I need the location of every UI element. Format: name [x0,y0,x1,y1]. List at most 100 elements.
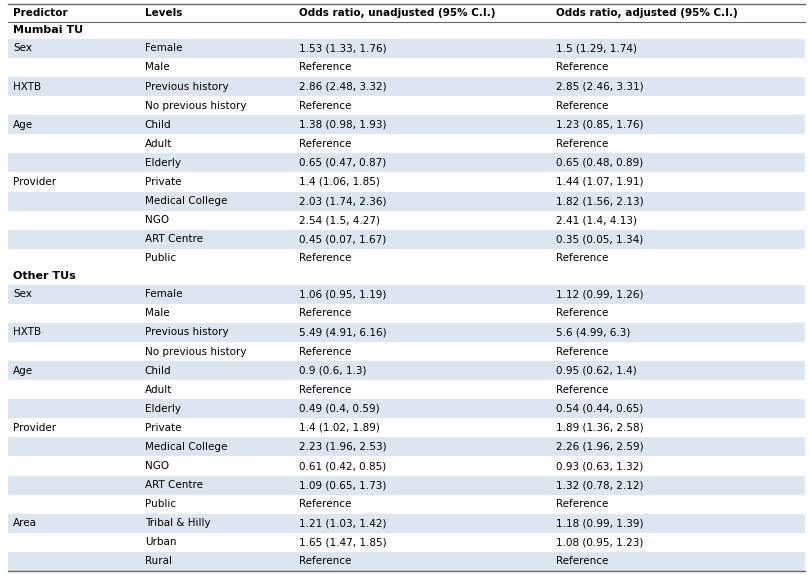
Text: 1.21 (1.03, 1.42): 1.21 (1.03, 1.42) [299,518,386,528]
Text: 1.5 (1.29, 1.74): 1.5 (1.29, 1.74) [556,43,637,53]
Text: 1.44 (1.07, 1.91): 1.44 (1.07, 1.91) [556,177,643,187]
Text: 0.49 (0.4, 0.59): 0.49 (0.4, 0.59) [299,404,379,414]
Bar [8,304,805,323]
Text: 5.49 (4.91, 6.16): 5.49 (4.91, 6.16) [299,327,386,338]
Text: Female: Female [145,289,182,299]
Text: 1.4 (1.02, 1.89): 1.4 (1.02, 1.89) [299,423,379,433]
Bar [8,115,805,135]
Bar [8,58,805,77]
Text: 1.08 (0.95, 1.23): 1.08 (0.95, 1.23) [556,538,643,547]
Text: 1.53 (1.33, 1.76): 1.53 (1.33, 1.76) [299,43,386,53]
Text: 1.38 (0.98, 1.93): 1.38 (0.98, 1.93) [299,120,386,130]
Text: Age: Age [13,366,33,375]
Text: Reference: Reference [556,63,608,72]
Text: Reference: Reference [299,63,351,72]
Text: ART Centre: ART Centre [145,480,203,490]
Text: 0.54 (0.44, 0.65): 0.54 (0.44, 0.65) [556,404,643,414]
Text: Male: Male [145,63,169,72]
Text: Medical College: Medical College [145,442,227,452]
Bar [8,77,805,96]
Text: Odds ratio, unadjusted (95% C.I.): Odds ratio, unadjusted (95% C.I.) [299,8,495,18]
Text: Rural: Rural [145,557,172,566]
Bar [8,419,805,438]
Text: Reference: Reference [299,254,351,263]
Text: Previous history: Previous history [145,82,228,91]
Text: 0.93 (0.63, 1.32): 0.93 (0.63, 1.32) [556,461,643,471]
Text: Other TUs: Other TUs [13,271,76,281]
Text: Previous history: Previous history [145,327,228,338]
Text: Child: Child [145,120,172,130]
Text: 2.26 (1.96, 2.59): 2.26 (1.96, 2.59) [556,442,643,452]
Text: Provider: Provider [13,177,56,187]
Bar [8,135,805,154]
Text: Child: Child [145,366,172,375]
Text: 0.45 (0.07, 1.67): 0.45 (0.07, 1.67) [299,234,386,244]
Text: Predictor: Predictor [13,8,68,18]
Text: Reference: Reference [299,499,351,509]
Text: 2.54 (1.5, 4.27): 2.54 (1.5, 4.27) [299,215,379,225]
Bar [8,438,805,457]
Text: Area: Area [13,518,37,528]
Bar [8,476,805,494]
Text: 5.6 (4.99, 6.3): 5.6 (4.99, 6.3) [556,327,630,338]
Text: Private: Private [145,423,181,433]
Text: Reference: Reference [299,347,351,356]
Text: 2.86 (2.48, 3.32): 2.86 (2.48, 3.32) [299,82,386,91]
Text: Provider: Provider [13,423,56,433]
Text: HXTB: HXTB [13,82,41,91]
Text: 1.23 (0.85, 1.76): 1.23 (0.85, 1.76) [556,120,643,130]
Bar [8,229,805,249]
Bar [8,268,805,285]
Bar [8,4,805,22]
Text: 2.03 (1.74, 2.36): 2.03 (1.74, 2.36) [299,196,386,206]
Text: 1.06 (0.95, 1.19): 1.06 (0.95, 1.19) [299,289,386,299]
Text: Adult: Adult [145,385,172,394]
Text: 1.65 (1.47, 1.85): 1.65 (1.47, 1.85) [299,538,386,547]
Text: 0.65 (0.48, 0.89): 0.65 (0.48, 0.89) [556,158,643,168]
Text: Odds ratio, adjusted (95% C.I.): Odds ratio, adjusted (95% C.I.) [556,8,738,18]
Text: 1.89 (1.36, 2.58): 1.89 (1.36, 2.58) [556,423,643,433]
Bar [8,22,805,39]
Text: Private: Private [145,177,181,187]
Text: 1.82 (1.56, 2.13): 1.82 (1.56, 2.13) [556,196,643,206]
Text: Male: Male [145,308,169,319]
Text: Mumbai TU: Mumbai TU [13,25,83,36]
Bar [8,552,805,571]
Text: 1.09 (0.65, 1.73): 1.09 (0.65, 1.73) [299,480,386,490]
Bar [8,323,805,342]
Text: Reference: Reference [299,308,351,319]
Text: ART Centre: ART Centre [145,234,203,244]
Text: Reference: Reference [299,385,351,394]
Bar [8,249,805,268]
Text: Reference: Reference [556,499,608,509]
Text: 0.61 (0.42, 0.85): 0.61 (0.42, 0.85) [299,461,386,471]
Bar [8,494,805,513]
Bar [8,96,805,115]
Text: Reference: Reference [299,101,351,110]
Text: 0.9 (0.6, 1.3): 0.9 (0.6, 1.3) [299,366,366,375]
Text: Age: Age [13,120,33,130]
Bar [8,210,805,229]
Text: 1.12 (0.99, 1.26): 1.12 (0.99, 1.26) [556,289,643,299]
Text: Public: Public [145,254,176,263]
Bar [8,191,805,210]
Bar [8,39,805,58]
Text: Elderly: Elderly [145,404,180,414]
Bar [8,285,805,304]
Text: NGO: NGO [145,215,169,225]
Text: Female: Female [145,43,182,53]
Text: Tribal & Hilly: Tribal & Hilly [145,518,210,528]
Bar [8,342,805,361]
Text: Reference: Reference [556,254,608,263]
Text: Reference: Reference [556,557,608,566]
Text: Sex: Sex [13,289,32,299]
Text: Sex: Sex [13,43,32,53]
Text: Adult: Adult [145,139,172,149]
Text: 0.95 (0.62, 1.4): 0.95 (0.62, 1.4) [556,366,637,375]
Text: Reference: Reference [299,139,351,149]
Text: Urban: Urban [145,538,176,547]
Text: Reference: Reference [556,385,608,394]
Bar [8,513,805,533]
Bar [8,457,805,476]
Bar [8,380,805,399]
